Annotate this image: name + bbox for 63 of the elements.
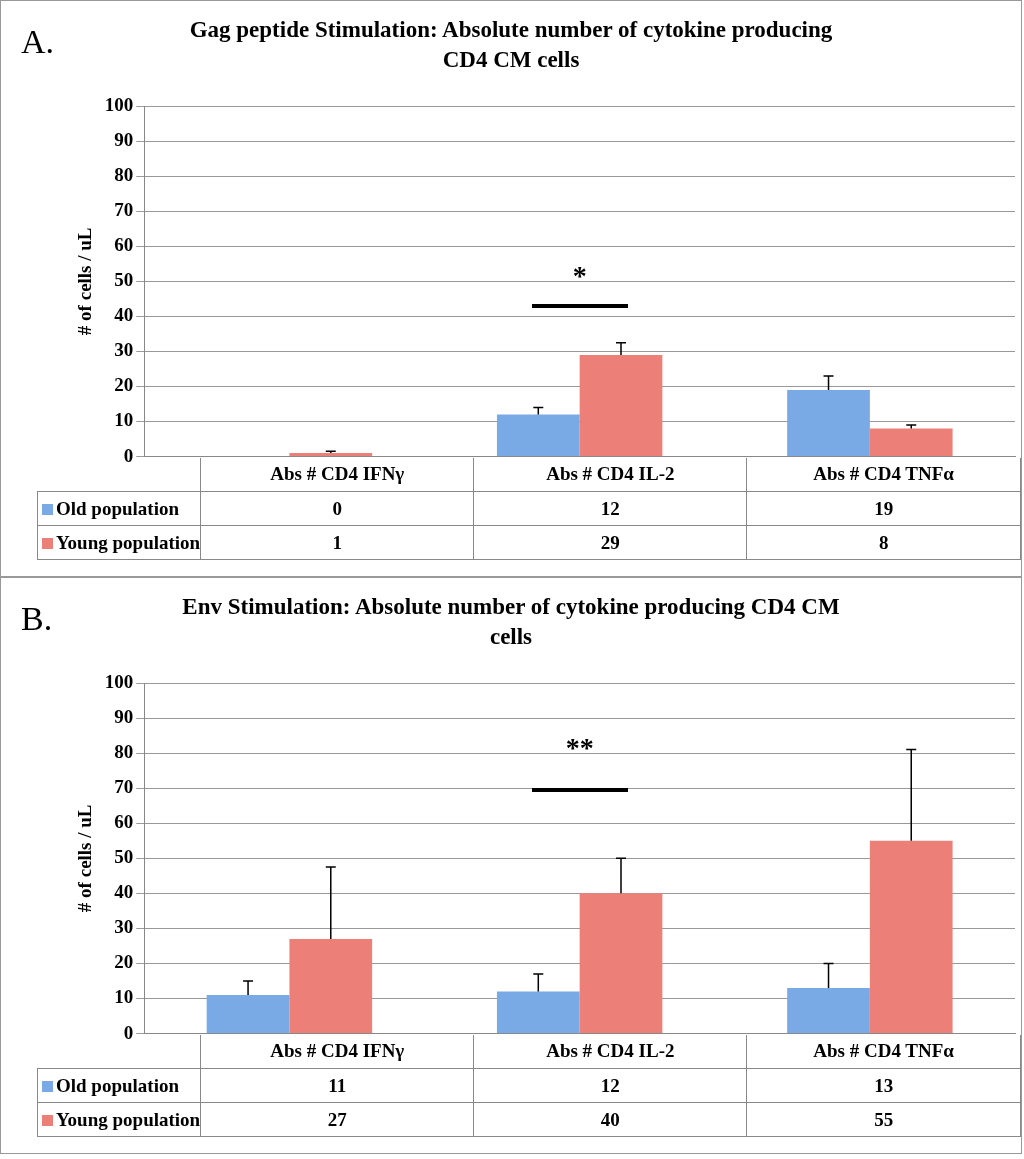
y-tick-label: 40 xyxy=(114,304,134,326)
y-tick-label: 90 xyxy=(114,705,134,727)
bar xyxy=(496,991,580,1034)
y-tick-label: 100 xyxy=(104,93,134,115)
bar xyxy=(787,988,870,1034)
annotation: ** xyxy=(564,731,595,764)
data-label: 29 xyxy=(473,525,747,560)
bar xyxy=(869,428,953,457)
bar xyxy=(206,995,290,1034)
data-label: 0 xyxy=(200,491,474,526)
y-tick-label: 0 xyxy=(123,1021,134,1043)
y-tick-label: 80 xyxy=(114,164,134,186)
data-label: 13 xyxy=(746,1068,1021,1103)
y-tick-label: 20 xyxy=(114,374,134,396)
y-axis-title: # of cells / uL xyxy=(74,804,96,913)
chart-title: Env Stimulation: Absolute number of cytokine producing CD4 CM cells xyxy=(181,593,841,651)
chart-title: Gag peptide Stimulation: Absolute number of cytokine producing CD4 CM cells xyxy=(188,16,834,74)
data-label: 12 xyxy=(473,1068,747,1103)
data-label: 11 xyxy=(200,1068,474,1103)
y-tick-label: 10 xyxy=(114,409,134,431)
bar xyxy=(289,453,373,457)
x-tick-label: Abs # CD4 IFNγ xyxy=(200,457,474,492)
bar xyxy=(496,414,580,457)
y-tick-label: 0 xyxy=(123,444,134,466)
y-tick-label: 50 xyxy=(114,269,134,291)
legend-label: Young population xyxy=(37,525,201,560)
legend-label: Old population xyxy=(37,491,201,526)
legend-label: Young population xyxy=(37,1102,201,1137)
y-tick-label: 60 xyxy=(114,234,134,256)
data-label: 12 xyxy=(473,491,747,526)
x-tick-label: Abs # CD4 IL-2 xyxy=(473,1034,747,1069)
data-label: 19 xyxy=(746,491,1021,526)
text: A. xyxy=(21,23,55,61)
annotation: * xyxy=(571,259,588,292)
x-tick-label: Abs # CD4 IL-2 xyxy=(473,457,747,492)
y-tick-label: 40 xyxy=(114,881,134,903)
legend-label: Old population xyxy=(37,1068,201,1103)
y-tick-label: 70 xyxy=(114,199,134,221)
y-tick-label: 50 xyxy=(114,846,134,868)
y-tick-label: 60 xyxy=(114,811,134,833)
bar xyxy=(579,893,663,1034)
bar xyxy=(787,389,870,457)
data-label: 55 xyxy=(746,1102,1021,1137)
y-tick-label: 30 xyxy=(114,916,134,938)
y-tick-label: 80 xyxy=(114,741,134,763)
bar xyxy=(289,938,373,1034)
y-tick-label: 90 xyxy=(114,128,134,150)
y-tick-label: 100 xyxy=(104,670,134,692)
y-tick-label: 70 xyxy=(114,776,134,798)
y-tick-label: 10 xyxy=(114,986,134,1008)
data-label: 1 xyxy=(200,525,474,560)
bar xyxy=(869,840,953,1034)
y-tick-label: 20 xyxy=(114,951,134,973)
x-tick-label: Abs # CD4 TNFα xyxy=(746,457,1021,492)
bar xyxy=(579,354,663,457)
data-label: 8 xyxy=(746,525,1021,560)
x-tick-label: Abs # CD4 IFNγ xyxy=(200,1034,474,1069)
text: B. xyxy=(21,600,53,638)
data-label: 27 xyxy=(200,1102,474,1137)
data-label: 40 xyxy=(473,1102,747,1137)
y-axis-title: # of cells / uL xyxy=(74,227,96,336)
y-tick-label: 30 xyxy=(114,339,134,361)
x-tick-label: Abs # CD4 TNFα xyxy=(746,1034,1021,1069)
